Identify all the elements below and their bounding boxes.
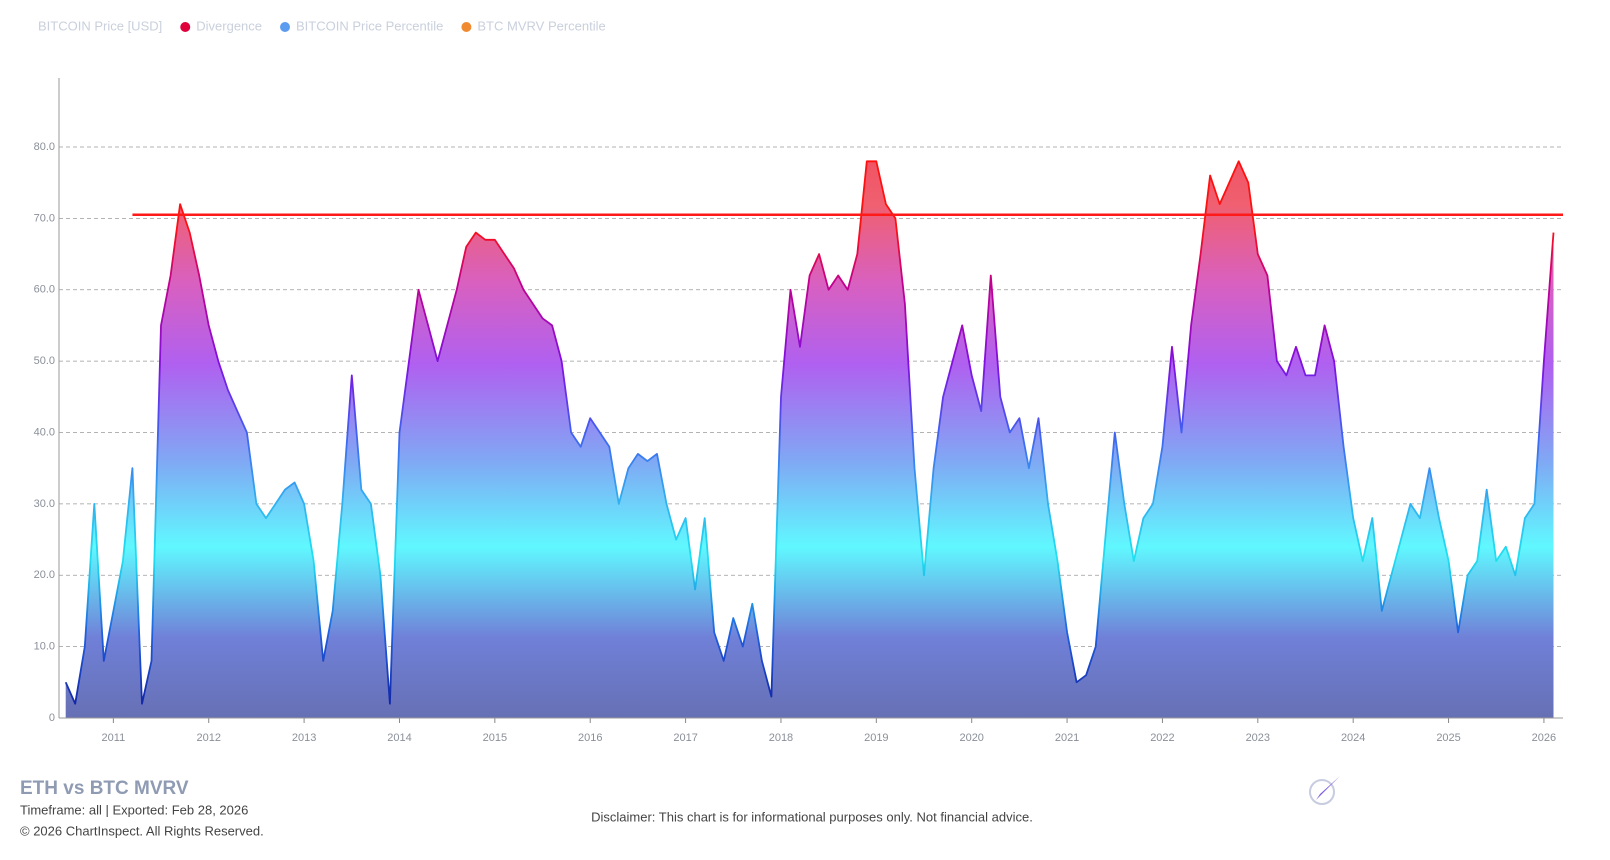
x-tick-label: 2018 [769, 732, 793, 744]
y-tick-label: 10.0 [34, 641, 55, 653]
legend-label: BITCOIN Price Percentile [296, 18, 443, 33]
x-tick-label: 2020 [959, 732, 983, 744]
copyright: © 2026 ChartInspect. All Rights Reserved… [20, 823, 264, 838]
x-tick-label: 2014 [387, 732, 411, 744]
x-tick-label: 2022 [1150, 732, 1174, 744]
x-tick-label: 2013 [292, 732, 316, 744]
x-tick-label: 2021 [1055, 732, 1079, 744]
legend-marker [461, 22, 472, 32]
legend-label: BTC MVRV Percentile [477, 18, 605, 33]
subtitle: Timeframe: all | Exported: Feb 28, 2026 [20, 802, 248, 817]
x-tick-label: 2015 [483, 732, 507, 744]
x-tick-label: 2024 [1341, 732, 1365, 744]
legend-marker [280, 22, 291, 32]
area [65, 161, 1554, 719]
x-tick-label: 2017 [673, 732, 697, 744]
legend: BITCOIN Price [USD] Divergence BITCOIN Pri… [38, 18, 606, 33]
axes: 0 10.0 20.0 30.0 40.0 50.0 60.0 70.0 80.0 2011 201… [34, 78, 1563, 744]
chart-title: ETH vs BTC MVRV [20, 778, 189, 799]
y-tick-label: 20.0 [34, 569, 55, 581]
x-tick-label: 2026 [1532, 732, 1556, 744]
x-tick-label: 2019 [864, 732, 888, 744]
legend-label: BITCOIN Price [USD] [38, 18, 162, 33]
x-tick-label: 2011 [102, 732, 126, 744]
x-tick-label: 2023 [1246, 732, 1270, 744]
logo [1309, 776, 1340, 805]
y-tick-label: 40.0 [34, 426, 55, 438]
line [64, 160, 1555, 705]
y-tick-label: 50.0 [34, 355, 55, 367]
disclaimer: Disclaimer: This chart is for informatio… [591, 809, 1033, 824]
y-tick-label: 60.0 [34, 284, 55, 296]
x-tick-label: 2016 [578, 732, 602, 744]
y-tick-label: 0 [49, 712, 55, 724]
legend-label: Divergence [196, 18, 262, 33]
legend-marker [180, 22, 191, 32]
x-tick-label: 2012 [196, 732, 220, 744]
y-tick-label: 30.0 [34, 498, 55, 510]
y-tick-label: 80.0 [34, 141, 55, 153]
plot-area [64, 160, 1563, 719]
x-tick-label: 2025 [1436, 732, 1460, 744]
y-tick-label: 70.0 [34, 212, 55, 224]
